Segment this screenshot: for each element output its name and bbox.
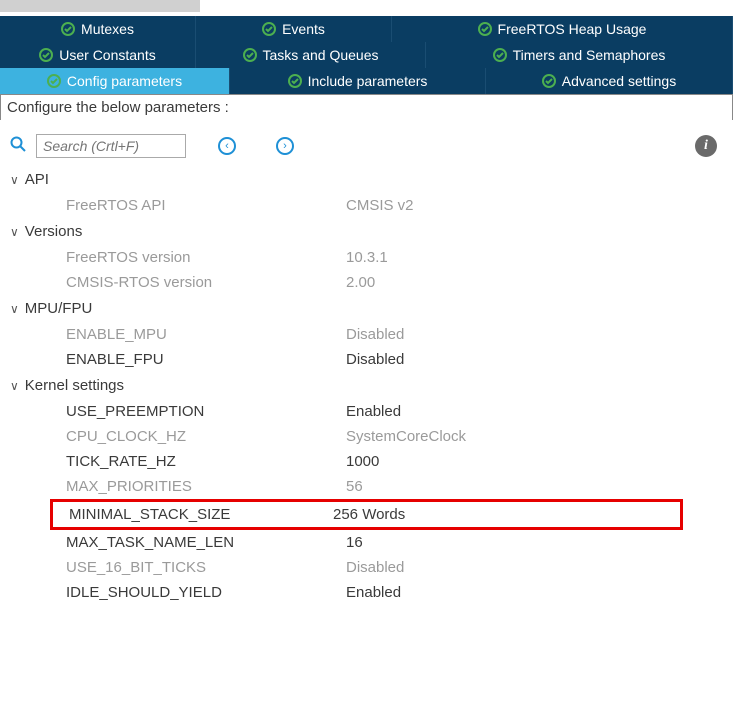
param-value: Disabled	[346, 559, 723, 576]
search-input[interactable]	[36, 134, 186, 158]
tab-label: Mutexes	[81, 21, 134, 37]
check-icon	[47, 74, 61, 88]
tab-timers-semaphores[interactable]: Timers and Semaphores	[426, 42, 733, 68]
param-row[interactable]: ENABLE_FPU Disabled	[10, 347, 723, 372]
section-title: MPU/FPU	[25, 300, 93, 317]
param-value: 2.00	[346, 274, 723, 291]
param-row[interactable]: ENABLE_MPU Disabled	[10, 322, 723, 347]
section-title: Kernel settings	[25, 377, 124, 394]
parameter-tree: ∨ API FreeRTOS API CMSIS v2 ∨ Versions F…	[0, 166, 733, 613]
param-value: CMSIS v2	[346, 197, 723, 214]
info-icon[interactable]: i	[695, 135, 717, 157]
check-icon	[243, 48, 257, 62]
param-value: Disabled	[346, 326, 723, 343]
tab-row-2: User Constants Tasks and Queues Timers a…	[0, 42, 733, 68]
param-name: FreeRTOS API	[66, 197, 346, 214]
top-decor	[0, 0, 733, 16]
param-name: CPU_CLOCK_HZ	[66, 428, 346, 445]
tab-mutexes[interactable]: Mutexes	[0, 16, 196, 42]
section-versions[interactable]: ∨ Versions	[10, 218, 723, 245]
check-icon	[288, 74, 302, 88]
param-row[interactable]: USE_16_BIT_TICKS Disabled	[10, 555, 723, 580]
grey-block	[0, 0, 200, 12]
param-name: IDLE_SHOULD_YIELD	[66, 584, 346, 601]
param-value: Enabled	[346, 403, 723, 420]
chevron-down-icon: ∨	[10, 302, 19, 316]
section-api[interactable]: ∨ API	[10, 166, 723, 193]
param-name: MAX_PRIORITIES	[66, 478, 346, 495]
param-value: SystemCoreClock	[346, 428, 723, 445]
tab-label: Config parameters	[67, 73, 182, 89]
param-name: MINIMAL_STACK_SIZE	[69, 506, 333, 523]
chevron-down-icon: ∨	[10, 379, 19, 393]
param-name: CMSIS-RTOS version	[66, 274, 346, 291]
param-row[interactable]: IDLE_SHOULD_YIELD Enabled	[10, 580, 723, 605]
tab-user-constants[interactable]: User Constants	[0, 42, 196, 68]
tab-tasks-queues[interactable]: Tasks and Queues	[196, 42, 426, 68]
tab-row-1: Mutexes Events FreeRTOS Heap Usage	[0, 16, 733, 42]
section-title: API	[25, 171, 49, 188]
tab-label: Advanced settings	[562, 73, 676, 89]
param-name: FreeRTOS version	[66, 249, 346, 266]
tab-label: Tasks and Queues	[263, 47, 379, 63]
param-row[interactable]: CPU_CLOCK_HZ SystemCoreClock	[10, 424, 723, 449]
tab-label: User Constants	[59, 47, 155, 63]
param-value: Enabled	[346, 584, 723, 601]
next-button[interactable]: ›	[276, 137, 294, 155]
param-value: Disabled	[346, 351, 723, 368]
check-icon	[493, 48, 507, 62]
tab-include-parameters[interactable]: Include parameters	[230, 68, 486, 94]
param-row[interactable]: USE_PREEMPTION Enabled	[10, 399, 723, 424]
tab-advanced-settings[interactable]: Advanced settings	[486, 68, 733, 94]
param-value: 256 Words	[333, 506, 680, 523]
check-icon	[61, 22, 75, 36]
check-icon	[262, 22, 276, 36]
param-name: MAX_TASK_NAME_LEN	[66, 534, 346, 551]
tab-events[interactable]: Events	[196, 16, 392, 42]
param-row[interactable]: CMSIS-RTOS version 2.00	[10, 270, 723, 295]
tab-label: Timers and Semaphores	[513, 47, 666, 63]
param-name: TICK_RATE_HZ	[66, 453, 346, 470]
tabs: Mutexes Events FreeRTOS Heap Usage User …	[0, 16, 733, 94]
param-name: ENABLE_FPU	[66, 351, 346, 368]
tab-label: FreeRTOS Heap Usage	[498, 21, 647, 37]
prev-button[interactable]: ‹	[218, 137, 236, 155]
toolbar: ‹ › i	[0, 120, 733, 166]
check-icon	[478, 22, 492, 36]
tab-label: Include parameters	[308, 73, 428, 89]
param-row[interactable]: MAX_PRIORITIES 56	[10, 474, 723, 499]
param-name: USE_16_BIT_TICKS	[66, 559, 346, 576]
tab-heap-usage[interactable]: FreeRTOS Heap Usage	[392, 16, 733, 42]
instruction-text: Configure the below parameters :	[0, 94, 733, 120]
param-row[interactable]: MAX_TASK_NAME_LEN 16	[10, 530, 723, 555]
param-value: 10.3.1	[346, 249, 723, 266]
check-icon	[542, 74, 556, 88]
param-row[interactable]: FreeRTOS API CMSIS v2	[10, 193, 723, 218]
param-row[interactable]: TICK_RATE_HZ 1000	[10, 449, 723, 474]
param-name: USE_PREEMPTION	[66, 403, 346, 420]
search-icon[interactable]	[10, 136, 26, 157]
chevron-down-icon: ∨	[10, 173, 19, 187]
tab-row-3: Config parameters Include parameters Adv…	[0, 68, 733, 94]
param-value: 56	[346, 478, 723, 495]
section-mpu-fpu[interactable]: ∨ MPU/FPU	[10, 295, 723, 322]
param-value: 16	[346, 534, 723, 551]
tab-label: Events	[282, 21, 325, 37]
param-row[interactable]: FreeRTOS version 10.3.1	[10, 245, 723, 270]
tab-config-parameters[interactable]: Config parameters	[0, 68, 230, 94]
section-title: Versions	[25, 223, 83, 240]
check-icon	[39, 48, 53, 62]
section-kernel[interactable]: ∨ Kernel settings	[10, 372, 723, 399]
chevron-down-icon: ∨	[10, 225, 19, 239]
param-row-highlighted: MINIMAL_STACK_SIZE 256 Words	[50, 499, 683, 530]
param-name: ENABLE_MPU	[66, 326, 346, 343]
param-value: 1000	[346, 453, 723, 470]
